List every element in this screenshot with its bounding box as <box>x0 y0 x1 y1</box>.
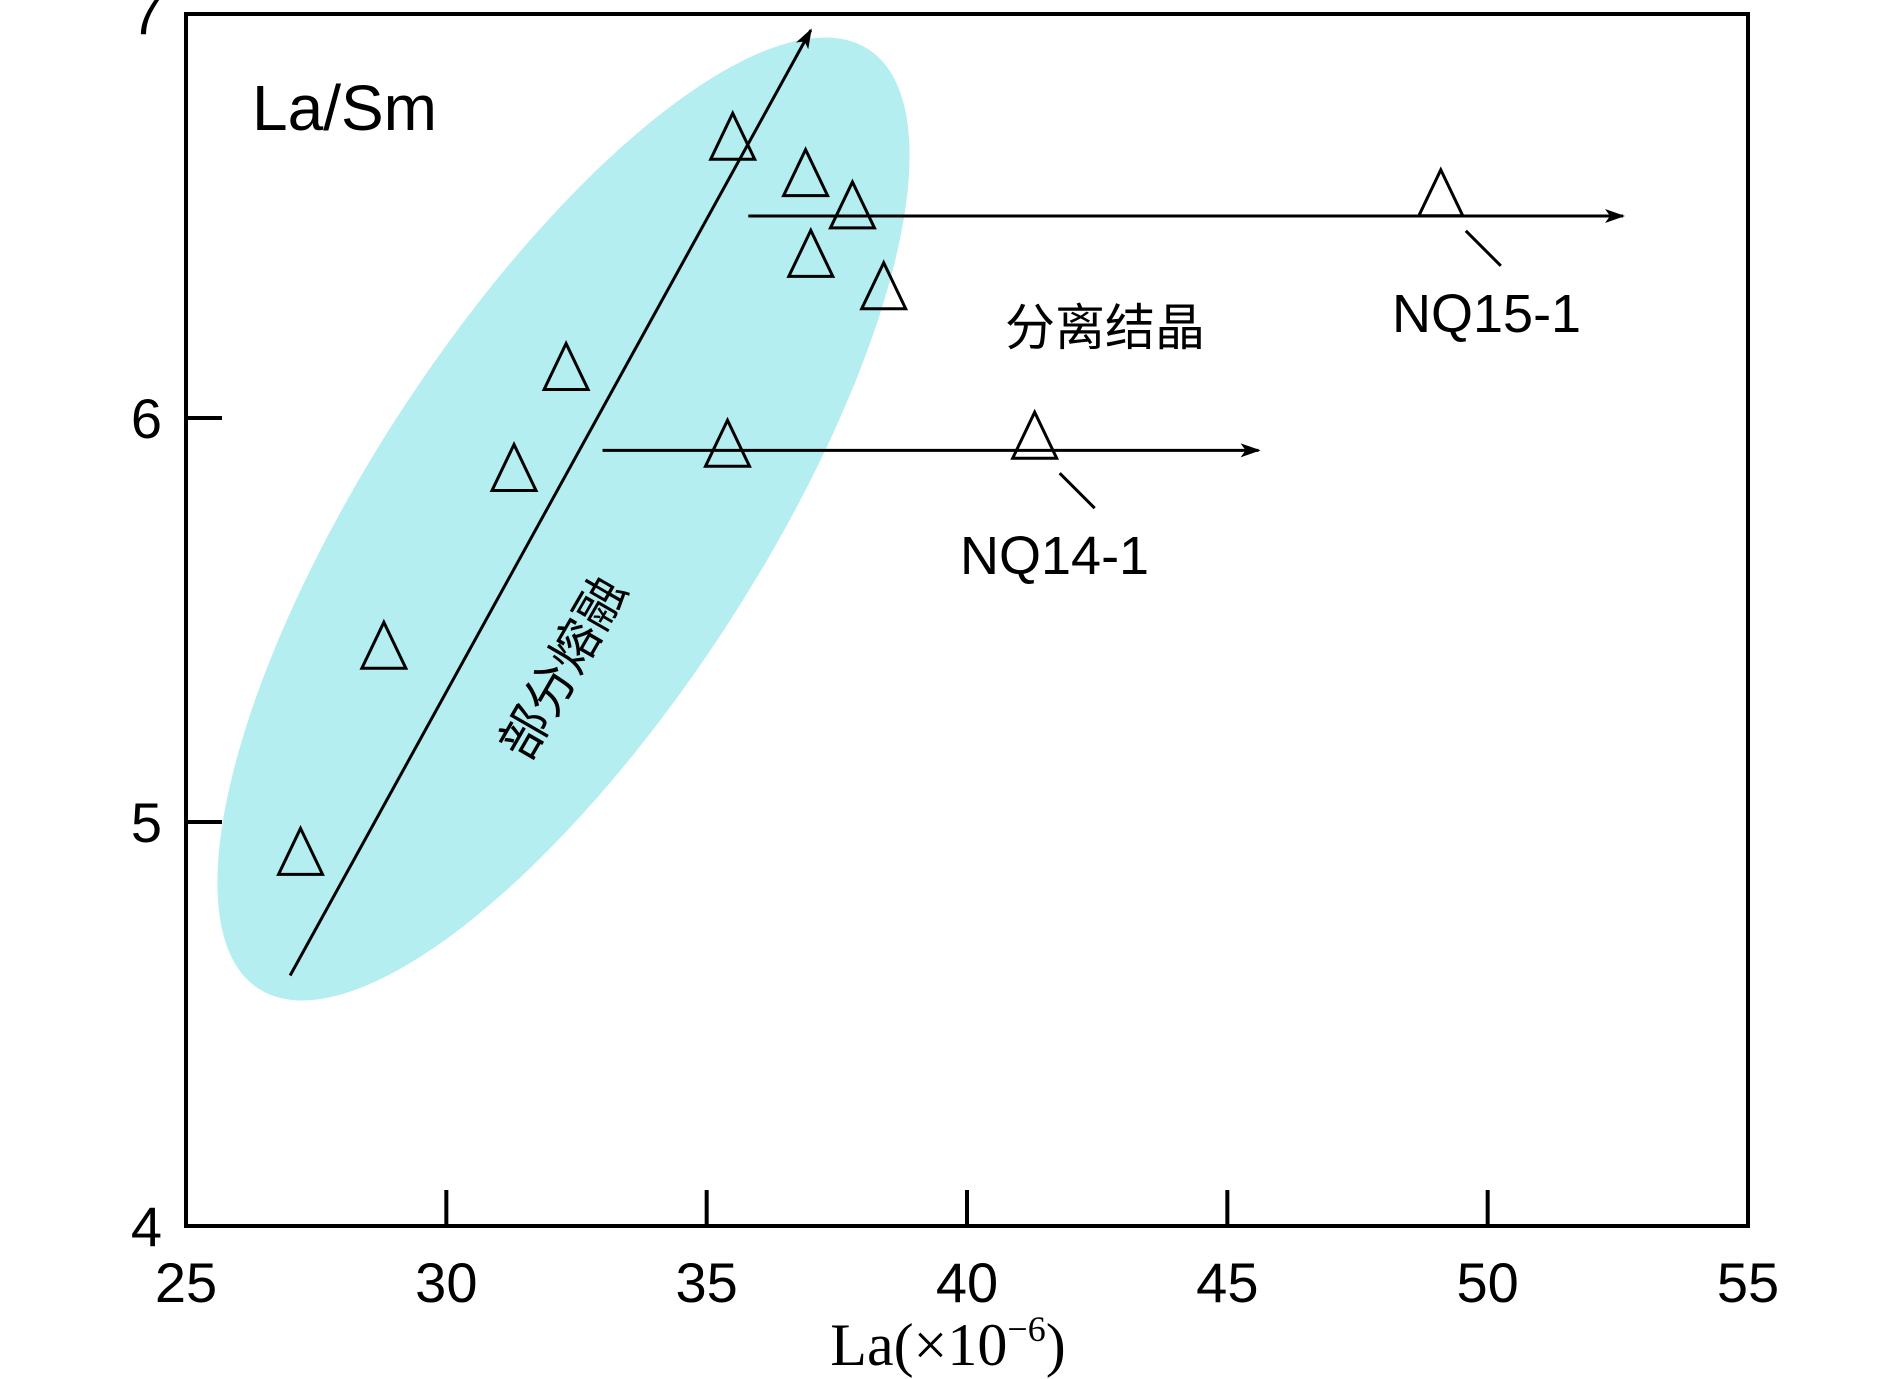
x-axis-label-close: ) <box>1046 1312 1066 1378</box>
annotation-leaders <box>1058 229 1502 510</box>
x-axis-label-main: La(×10 <box>830 1312 1007 1378</box>
x-tick-label: 25 <box>155 1251 217 1314</box>
data-point-triangle <box>489 441 539 493</box>
data-point-triangle <box>541 340 591 392</box>
data-points <box>276 109 1466 876</box>
x-axis-label: La(×10−6) <box>830 1309 1065 1378</box>
annotation-nq14-1: NQ14-1 <box>960 526 1149 586</box>
x-tick-label: 55 <box>1717 1251 1779 1314</box>
x-axis-label-exponent: −6 <box>1007 1309 1045 1349</box>
y-tick-label: 5 <box>131 791 162 854</box>
y-tick-label: 6 <box>131 387 162 450</box>
x-tick-label: 35 <box>676 1251 738 1314</box>
annotation-leader-line <box>1464 229 1502 267</box>
data-point-triangle <box>1010 408 1060 460</box>
partial-melting-ellipse-layer <box>217 37 910 1001</box>
data-point-triangle <box>781 146 830 198</box>
arrow-label-fractional-crystallization: 分离结晶 <box>1005 299 1205 357</box>
annotation-leader-line <box>1058 472 1096 510</box>
y-tick-label: 7 <box>131 0 162 46</box>
y-axis-label: La/Sm <box>252 72 437 144</box>
data-point-triangle <box>359 618 409 670</box>
x-tick-label: 45 <box>1196 1251 1258 1314</box>
data-point-triangle <box>828 178 877 230</box>
data-point-triangle <box>1416 166 1466 218</box>
data-point-triangle <box>859 259 909 311</box>
annotation-nq15-1: NQ15-1 <box>1392 284 1581 344</box>
y-tick-label: 4 <box>131 1195 162 1258</box>
data-point-triangle <box>786 226 836 278</box>
data-point-triangle <box>276 824 325 876</box>
data-point-triangle <box>703 416 752 468</box>
x-tick-label: 50 <box>1457 1251 1519 1314</box>
data-point-triangle <box>708 109 758 161</box>
partial-melting-arrow <box>288 28 813 977</box>
x-tick-label: 30 <box>415 1251 477 1314</box>
partial-melting-field <box>217 37 910 1001</box>
x-tick-label: 40 <box>936 1251 998 1314</box>
